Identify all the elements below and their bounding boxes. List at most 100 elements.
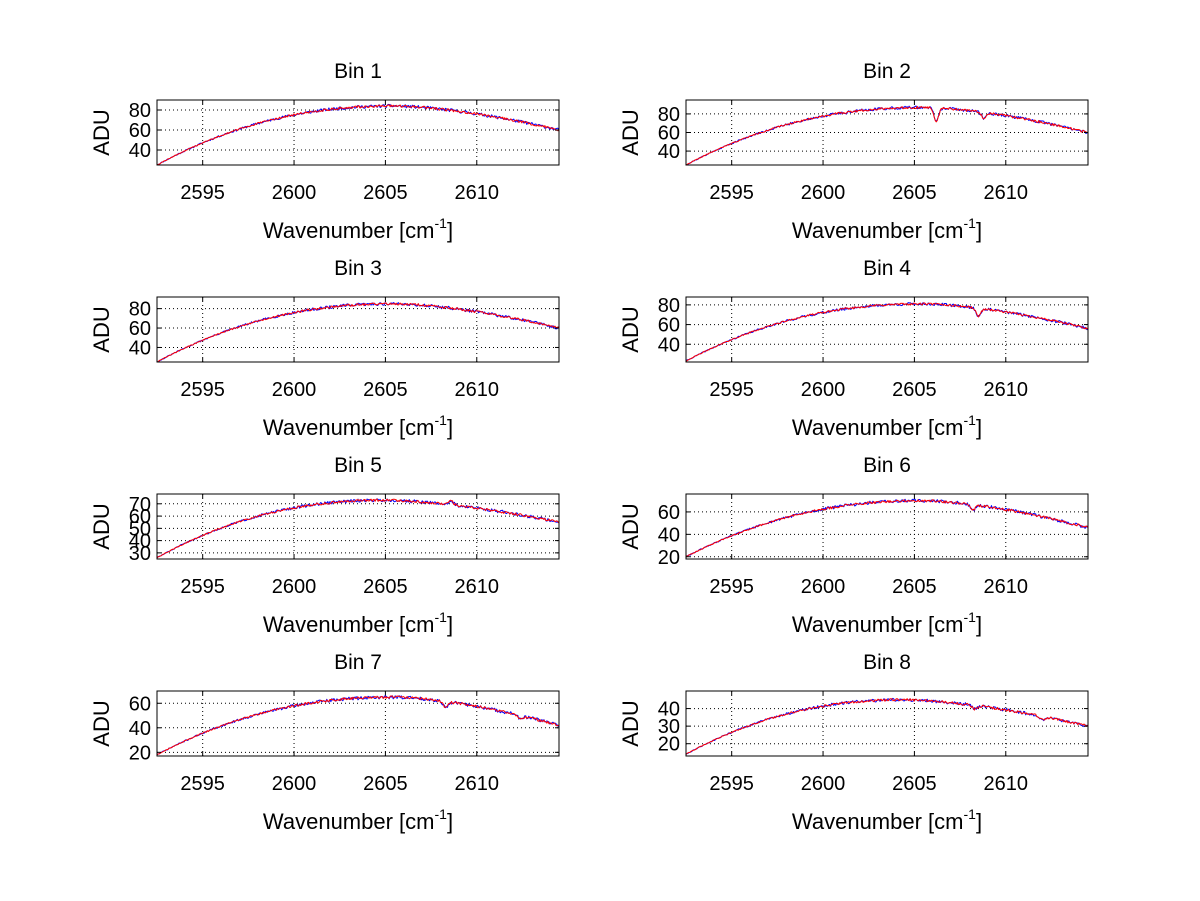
x-tick-label: 2595 — [180, 379, 225, 401]
x-axis-label-close: ] — [976, 415, 982, 440]
axes-frame — [685, 690, 1089, 757]
y-axis-label: ADU — [89, 306, 114, 352]
y-axis-label: ADU — [89, 700, 114, 746]
x-axis-label-text: Wavenumber [cm — [792, 218, 964, 243]
x-axis-label-text: Wavenumber [cm — [263, 612, 435, 637]
y-tick-label: 60 — [129, 120, 151, 142]
x-tick-label: 2600 — [801, 379, 846, 401]
y-axis-label: ADU — [618, 503, 643, 549]
x-axis-label-text: Wavenumber [cm — [792, 809, 964, 834]
x-tick-label: 2595 — [709, 576, 754, 598]
subplot-title: Bin 8 — [863, 651, 911, 674]
y-tick-label: 40 — [129, 337, 151, 359]
x-axis-unit-exponent: -1 — [435, 806, 448, 822]
x-tick-label: 2605 — [892, 576, 937, 598]
subplot-title: Bin 1 — [334, 60, 382, 83]
x-tick-label: 2605 — [363, 379, 408, 401]
x-axis-label-text: Wavenumber [cm — [263, 809, 435, 834]
x-tick-label: 2610 — [455, 379, 500, 401]
x-axis-label-text: Wavenumber [cm — [792, 612, 964, 637]
x-tick-label: 2595 — [180, 182, 225, 204]
y-tick-label: 60 — [129, 693, 151, 715]
y-tick-label: 80 — [129, 299, 151, 321]
x-axis-label-text: Wavenumber [cm — [792, 415, 964, 440]
y-tick-label: 70 — [129, 494, 151, 516]
y-tick-label: 40 — [658, 141, 680, 163]
axes-frame — [156, 690, 560, 757]
x-tick-label: 2595 — [180, 576, 225, 598]
x-tick-label: 2605 — [363, 773, 408, 795]
x-axis-label-close: ] — [976, 218, 982, 243]
y-tick-label: 40 — [129, 140, 151, 162]
x-axis-label: Wavenumber [cm-1] — [792, 806, 982, 834]
x-axis-label-close: ] — [447, 415, 453, 440]
x-axis-label: Wavenumber [cm-1] — [263, 609, 453, 637]
x-tick-label: 2595 — [709, 379, 754, 401]
x-axis-unit-exponent: -1 — [435, 215, 448, 231]
y-axis-label: ADU — [618, 306, 643, 352]
x-axis-label: Wavenumber [cm-1] — [263, 215, 453, 243]
x-tick-label: 2605 — [892, 379, 937, 401]
axes-frame — [156, 99, 560, 166]
y-axis-label: ADU — [618, 109, 643, 155]
y-tick-label: 80 — [658, 104, 680, 126]
subplot-title: Bin 2 — [863, 60, 911, 83]
series-line-red — [156, 695, 560, 756]
x-axis-label-text: Wavenumber [cm — [263, 415, 435, 440]
y-axis-label: ADU — [89, 503, 114, 549]
y-tick-label: 50 — [129, 518, 151, 540]
series-line-red — [685, 105, 1089, 166]
x-tick-label: 2605 — [363, 182, 408, 204]
series-line-red — [156, 104, 560, 166]
x-axis-label-close: ] — [447, 809, 453, 834]
x-tick-label: 2610 — [455, 182, 500, 204]
axes-frame — [156, 296, 560, 363]
y-tick-label: 80 — [129, 100, 151, 122]
y-axis-label: ADU — [618, 700, 643, 746]
x-axis-label-text: Wavenumber [cm — [263, 218, 435, 243]
x-axis-unit-exponent: -1 — [964, 412, 977, 428]
series-line-red — [685, 302, 1089, 362]
y-tick-label: 60 — [129, 506, 151, 528]
y-tick-label: 20 — [658, 734, 680, 756]
y-tick-label: 40 — [658, 524, 680, 546]
y-tick-label: 30 — [129, 543, 151, 565]
x-tick-label: 2600 — [272, 182, 317, 204]
x-axis-label-close: ] — [976, 809, 982, 834]
y-tick-label: 20 — [658, 547, 680, 569]
y-tick-label: 30 — [658, 716, 680, 738]
x-tick-label: 2600 — [272, 379, 317, 401]
y-axis-label: ADU — [89, 109, 114, 155]
x-tick-label: 2595 — [180, 773, 225, 795]
y-tick-label: 40 — [658, 334, 680, 356]
x-tick-label: 2610 — [455, 576, 500, 598]
y-tick-label: 80 — [658, 295, 680, 317]
axes-frame — [685, 493, 1089, 560]
subplot-title: Bin 6 — [863, 454, 911, 477]
y-tick-label: 60 — [658, 123, 680, 145]
y-tick-label: 60 — [658, 315, 680, 337]
x-tick-label: 2610 — [984, 773, 1029, 795]
axes-frame — [685, 296, 1089, 363]
axes-frame — [156, 493, 560, 560]
x-axis-unit-exponent: -1 — [435, 609, 448, 625]
subplot-title: Bin 4 — [863, 257, 911, 280]
y-tick-label: 60 — [658, 502, 680, 524]
x-tick-label: 2600 — [801, 182, 846, 204]
series-line-red — [685, 698, 1089, 755]
y-tick-label: 40 — [129, 718, 151, 740]
y-tick-label: 40 — [129, 531, 151, 553]
x-tick-label: 2605 — [892, 773, 937, 795]
x-tick-label: 2610 — [455, 773, 500, 795]
x-tick-label: 2610 — [984, 379, 1029, 401]
x-axis-label-close: ] — [447, 612, 453, 637]
x-tick-label: 2600 — [272, 576, 317, 598]
x-tick-label: 2595 — [709, 182, 754, 204]
